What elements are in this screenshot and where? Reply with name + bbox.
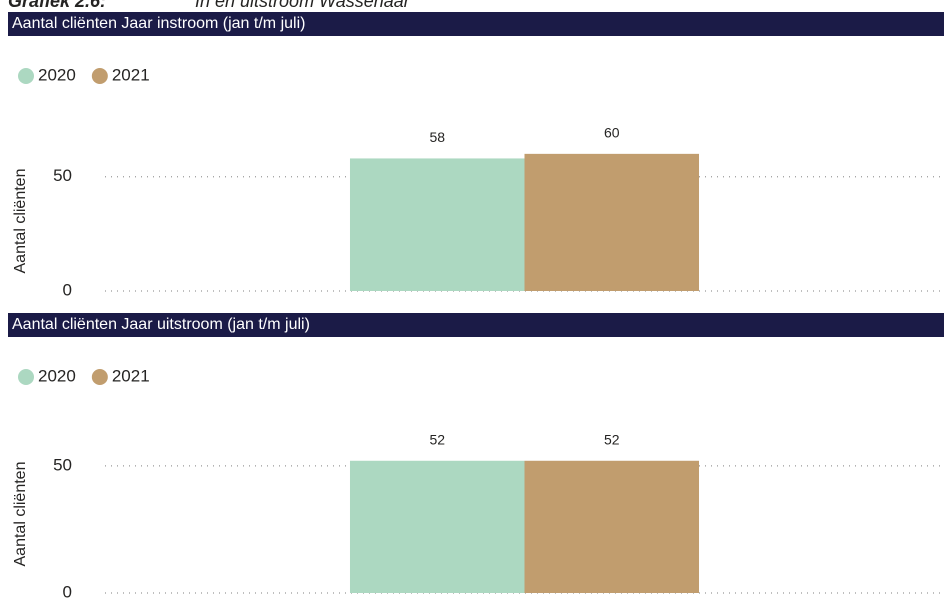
y-tick-label: 50 <box>53 166 72 185</box>
chart-title: Aantal cliënten Jaar uitstroom (jan t/m … <box>12 316 310 333</box>
legend-swatch <box>91 68 108 84</box>
data-label: 52 <box>604 431 620 447</box>
title-bar <box>8 313 944 337</box>
bar <box>349 158 525 291</box>
data-label: 58 <box>429 129 445 145</box>
legend-swatch <box>91 369 108 385</box>
bar <box>524 460 700 593</box>
legend-label: 2020 <box>38 366 76 385</box>
y-tick-label: 50 <box>53 455 72 474</box>
bar <box>524 153 700 291</box>
data-label: 52 <box>429 431 445 447</box>
y-axis-label: Aantal cliënten <box>12 462 29 567</box>
legend-label: 2021 <box>112 65 150 84</box>
y-tick-label: 0 <box>63 280 72 299</box>
legend-label: 2021 <box>112 366 150 385</box>
figure-title: In en uitstroom Wassenaar <box>195 0 411 11</box>
y-axis-label: Aantal cliënten <box>12 169 29 274</box>
title-bar <box>8 12 944 36</box>
legend-swatch <box>18 68 34 84</box>
legend-label: 2020 <box>38 65 76 84</box>
chart-title: Aantal cliënten Jaar instroom (jan t/m j… <box>12 15 305 32</box>
data-label: 60 <box>604 125 620 141</box>
y-tick-label: 0 <box>63 582 72 599</box>
figure-number: Grafiek 2.6: <box>8 0 106 11</box>
legend-swatch <box>18 369 34 385</box>
bar <box>349 460 525 593</box>
